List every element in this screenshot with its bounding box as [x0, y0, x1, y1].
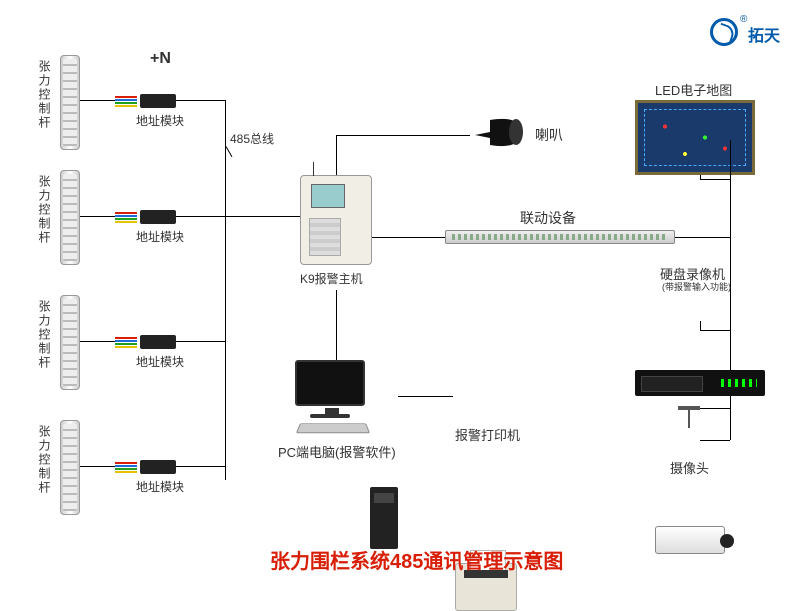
- ledmap-label: LED电子地图: [655, 80, 732, 99]
- multiwire-3: [115, 337, 137, 347]
- pc-monitor-base: [310, 414, 350, 418]
- multiwire-4: [115, 462, 137, 472]
- printer-label: 报警打印机: [455, 425, 520, 444]
- address-module-1: [140, 94, 176, 108]
- multiwire-1: [115, 96, 137, 106]
- camera-mount: [688, 410, 690, 428]
- wire-addr3-bus: [176, 341, 225, 342]
- led-map-device: [635, 100, 755, 175]
- tension-pole-3: [60, 295, 80, 390]
- pc-keyboard: [296, 423, 370, 433]
- address-module-4: [140, 460, 176, 474]
- pole-label-4: 张力控制杆: [36, 425, 53, 495]
- wire-pole4-a: [80, 466, 115, 467]
- speaker-label: 喇叭: [535, 125, 563, 145]
- wire-dvr-d: [730, 321, 731, 331]
- host-label: K9报警主机: [300, 270, 363, 287]
- addr-label-4: 地址模块: [136, 478, 184, 495]
- tension-pole-2: [60, 170, 80, 265]
- dvr-device: [635, 370, 765, 396]
- wire-trunk-cam-v: [730, 400, 731, 440]
- wire-addr4-bus: [176, 466, 225, 467]
- diagram-title: 张力围栏系统485通讯管理示意图: [270, 545, 563, 574]
- bus-485-pointer: [226, 146, 233, 157]
- wire-host-up: [336, 135, 337, 175]
- dvr-sublabel: (带报警输入功能): [662, 280, 731, 293]
- wire-bus-host: [225, 216, 300, 217]
- brand-logo: ®: [710, 18, 738, 46]
- wire-host-pc: [336, 290, 337, 360]
- k9-alarm-host: [300, 175, 372, 265]
- wire-ledmap-a: [700, 179, 730, 180]
- tension-pole-4: [60, 420, 80, 515]
- linkage-rack: [445, 230, 675, 244]
- address-module-2: [140, 210, 176, 224]
- wire-pole2-a: [80, 216, 115, 217]
- multiwire-2: [115, 212, 137, 222]
- wire-addr1-bus: [176, 100, 225, 101]
- wire-rack-right: [675, 237, 730, 238]
- brand-name: 拓天: [748, 22, 780, 46]
- pc-tower: [370, 487, 398, 549]
- wire-dvr-c: [700, 321, 701, 331]
- pc-label: PC端电脑(报警软件): [278, 442, 396, 461]
- wire-host-rack: [372, 237, 445, 238]
- addr-label-2: 地址模块: [136, 228, 184, 245]
- pole-label-1: 张力控制杆: [36, 60, 53, 130]
- wire-cam-top: [700, 408, 730, 409]
- speaker-device: [470, 110, 525, 160]
- camera-mount-top: [678, 406, 700, 410]
- wire-ledmap-b: [700, 175, 701, 180]
- wire-addr2-bus: [176, 216, 225, 217]
- wire-pc-printer: [398, 396, 453, 397]
- pc-monitor: [295, 360, 365, 406]
- linkage-label: 联动设备: [520, 208, 576, 228]
- tension-pole-1: [60, 55, 80, 150]
- pole-label-2: 张力控制杆: [36, 175, 53, 245]
- bus-485-label: 485总线: [230, 130, 274, 147]
- wire-pole3-a: [80, 341, 115, 342]
- addr-label-3: 地址模块: [136, 353, 184, 370]
- wire-ledmap-c: [730, 140, 731, 180]
- plus-n-label: +N: [150, 50, 171, 68]
- addr-label-1: 地址模块: [136, 112, 184, 129]
- wire-ledmap-d: [730, 179, 731, 180]
- wire-dvr-b: [700, 330, 730, 331]
- camera-label: 摄像头: [670, 458, 709, 477]
- pole-label-3: 张力控制杆: [36, 300, 53, 370]
- address-module-3: [140, 335, 176, 349]
- wire-trunk-cam-h: [700, 440, 730, 441]
- camera-device: [655, 526, 725, 554]
- wire-pole1-a: [80, 100, 115, 101]
- bus-485-line: [225, 100, 226, 480]
- wire-host-speaker: [336, 135, 470, 136]
